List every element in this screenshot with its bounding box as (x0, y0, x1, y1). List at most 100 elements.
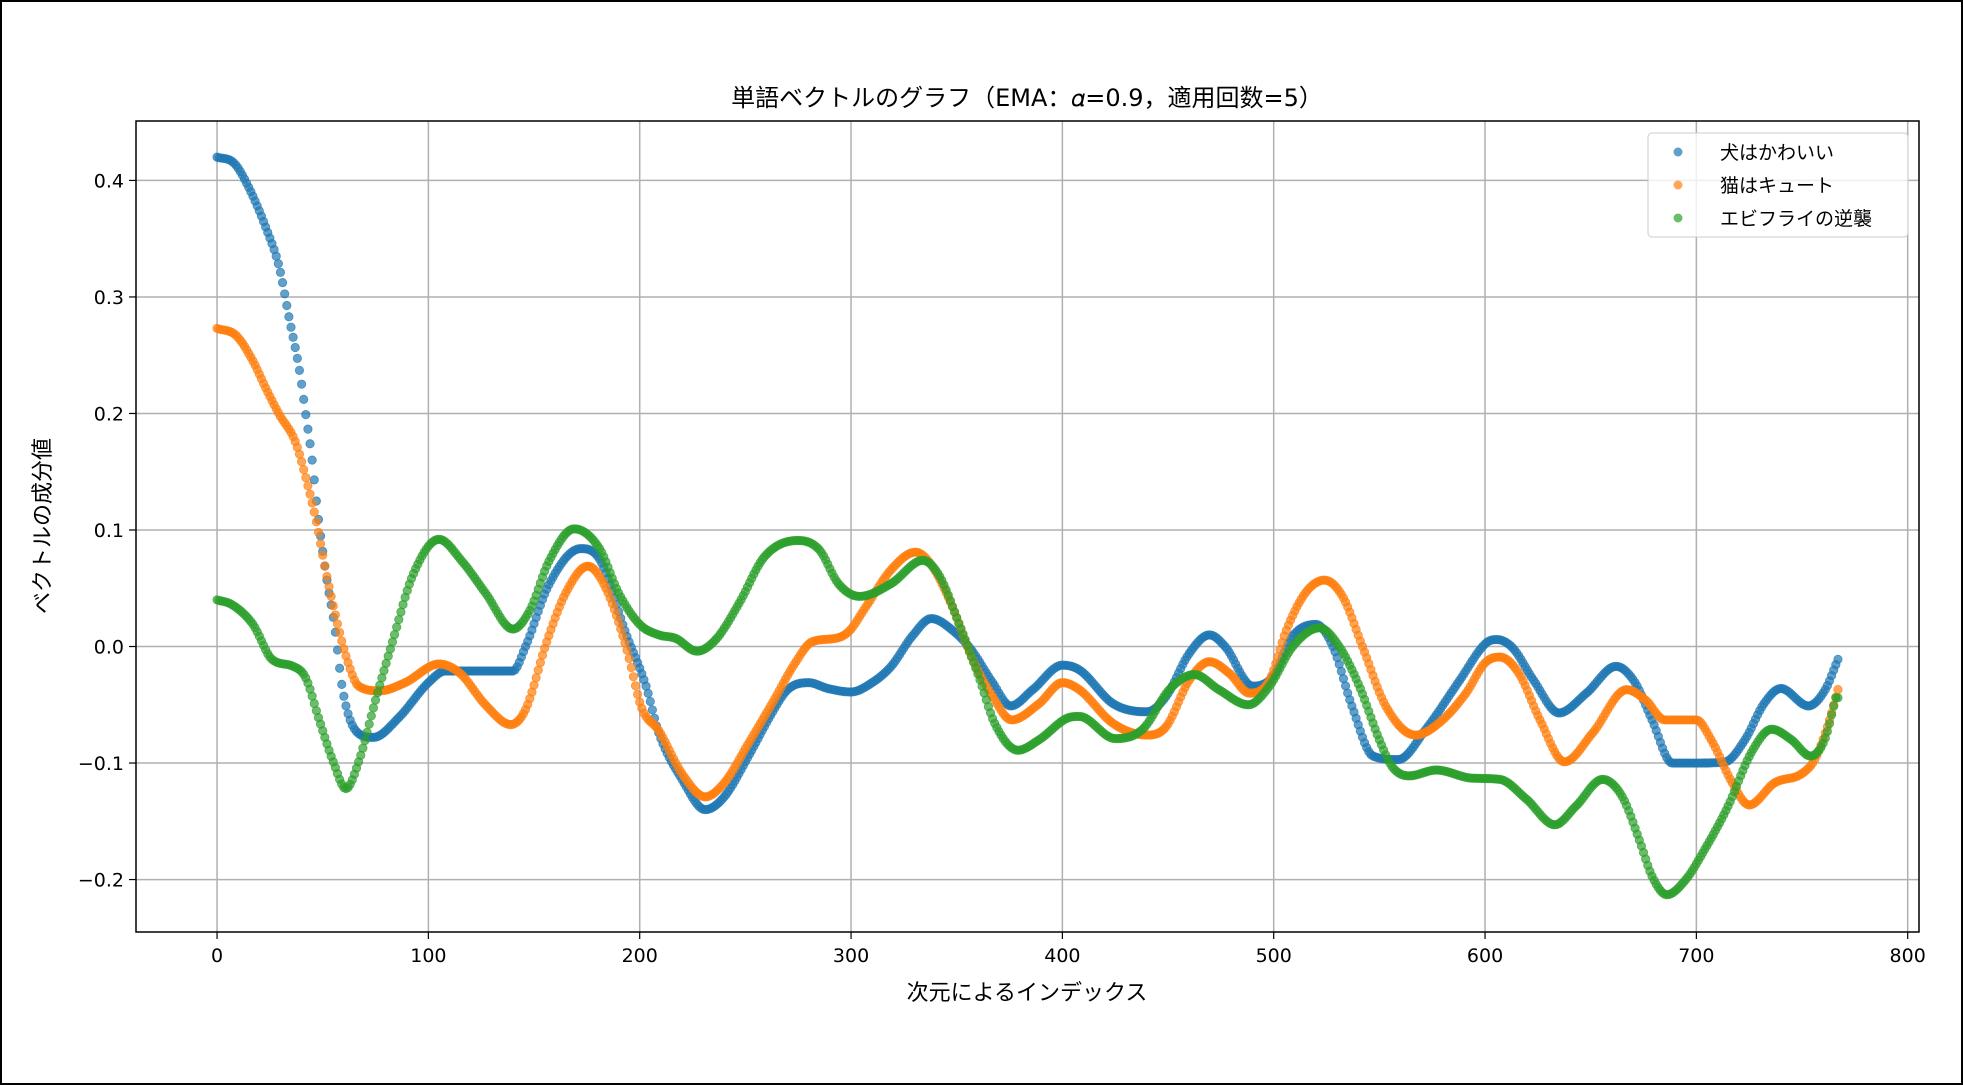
data-point (284, 312, 294, 322)
data-point (275, 267, 286, 277)
y-tick-label: 0.2 (94, 403, 124, 425)
data-point (337, 679, 347, 689)
data-point (307, 455, 317, 465)
x-tick-label: 800 (1890, 945, 1926, 967)
data-point (645, 696, 655, 707)
data-point (328, 601, 338, 611)
legend-label: エビフライの逆襲 (1720, 208, 1872, 230)
data-point (309, 507, 319, 517)
data-point (273, 259, 283, 269)
data-point (311, 517, 321, 527)
data-point (335, 628, 345, 638)
data-point (292, 353, 302, 363)
data-points (212, 152, 1843, 900)
data-point (362, 727, 372, 738)
data-point (389, 630, 400, 640)
y-tick-label: −0.2 (78, 870, 124, 892)
data-point (1822, 726, 1832, 737)
data-point (296, 457, 307, 467)
x-axis-label: 次元によるインデックス (907, 981, 1148, 1006)
x-tick-label: 300 (833, 945, 869, 967)
data-point (626, 662, 636, 673)
data-point (320, 561, 330, 571)
data-point (286, 322, 296, 332)
data-point (288, 332, 298, 342)
data-point (299, 464, 309, 475)
data-point (368, 703, 379, 713)
x-tick-label: 200 (622, 945, 658, 967)
x-tick-label: 700 (1678, 945, 1714, 967)
data-point (1833, 685, 1843, 695)
data-point (643, 688, 653, 698)
data-point (290, 342, 300, 353)
data-point (1833, 693, 1843, 703)
data-point (277, 278, 288, 288)
data-point (280, 289, 290, 299)
data-point (307, 498, 317, 508)
data-point (531, 673, 541, 683)
data-point (335, 663, 345, 673)
data-point (632, 689, 643, 699)
data-point (305, 439, 315, 449)
data-point (392, 622, 402, 632)
y-tick-label: 0.1 (94, 520, 124, 542)
data-point (339, 691, 349, 701)
data-point (324, 581, 334, 592)
legend-label: 猫はキュート (1720, 175, 1834, 197)
legend-marker (1673, 147, 1683, 157)
data-point (630, 681, 641, 691)
series-3 (212, 524, 1843, 900)
data-point (1824, 718, 1835, 729)
data-point (299, 394, 309, 404)
data-point (294, 449, 305, 459)
data-point (366, 711, 376, 721)
data-point (533, 665, 543, 675)
data-point (296, 379, 307, 389)
x-tick-label: 600 (1467, 945, 1503, 967)
data-point (282, 300, 292, 311)
chart-title: 単語ベクトルのグラフ（EMA：𝛼=0.9，適用回数=5） (731, 84, 1323, 112)
data-point (330, 610, 340, 620)
data-point (301, 410, 311, 420)
data-point (1829, 701, 1839, 711)
y-tick-label: 0.0 (94, 637, 124, 659)
legend-box (1647, 132, 1909, 238)
data-point (1833, 654, 1843, 664)
legend-marker (1673, 180, 1683, 190)
data-point (303, 424, 313, 434)
series-2 (212, 323, 1843, 810)
legend-marker (1673, 213, 1683, 223)
data-point (322, 571, 332, 582)
data-point (303, 481, 313, 491)
x-tick-label: 500 (1256, 945, 1292, 967)
data-point (271, 251, 281, 261)
data-point (394, 614, 404, 625)
data-point (1827, 710, 1837, 720)
grid-lines (136, 121, 1919, 932)
x-tick-label: 100 (410, 945, 446, 967)
data-point (318, 550, 328, 560)
y-tick-label: −0.1 (78, 753, 124, 775)
data-point (628, 672, 638, 682)
data-point (624, 653, 634, 664)
y-tick-label: 0.4 (94, 170, 124, 192)
data-point (326, 591, 336, 601)
x-tick-label: 400 (1044, 945, 1080, 967)
axes-frame (135, 120, 1920, 933)
data-point (305, 489, 315, 499)
data-point (364, 719, 374, 729)
y-tick-label: 0.3 (94, 287, 124, 309)
data-point (622, 645, 632, 655)
data-point (341, 701, 351, 711)
legend-label: 犬はかわいい (1720, 142, 1834, 164)
data-point (360, 735, 370, 746)
data-point (370, 695, 381, 705)
x-tick-label: 0 (211, 945, 223, 967)
data-point (332, 619, 343, 629)
data-point (647, 705, 657, 715)
data-point (301, 472, 311, 483)
data-point (313, 527, 324, 538)
axis-ticks: 0 100 200 300 400 500 600 700 800 −0.2 −0.1 0.0 0.1 0… (78, 170, 1926, 967)
